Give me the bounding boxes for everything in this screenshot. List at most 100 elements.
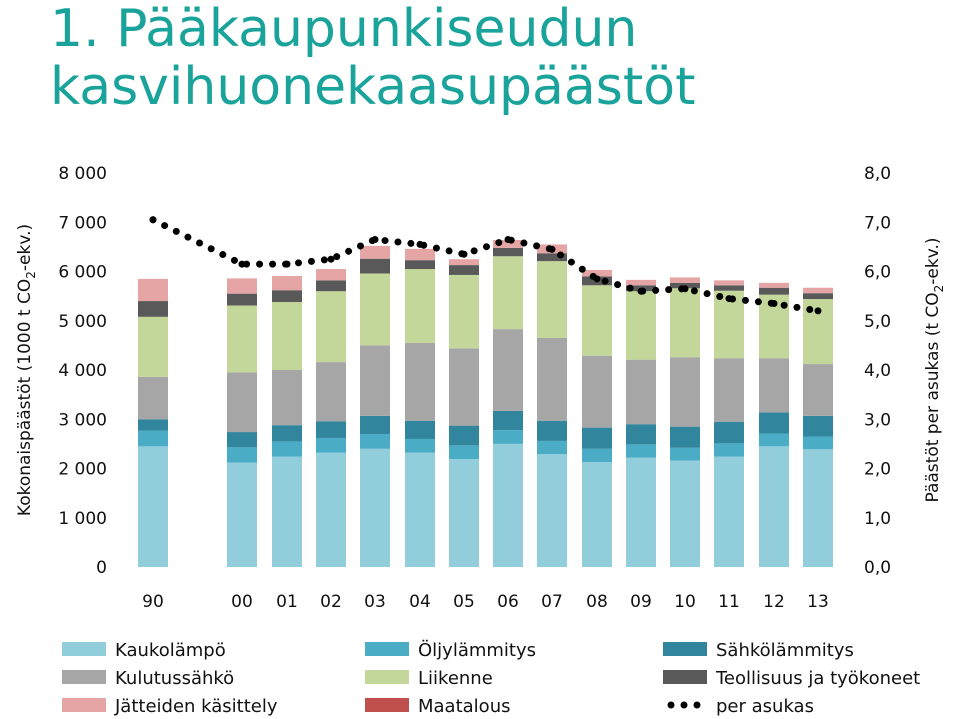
x-tick-label: 02 bbox=[320, 592, 342, 612]
per-asukas-point-00 bbox=[238, 260, 246, 268]
per-asukas-point-05 bbox=[460, 250, 468, 258]
left-tick-label: 1 000 bbox=[58, 509, 107, 529]
per-asukas-point-10 bbox=[681, 285, 689, 293]
bar-kaukolampo-06 bbox=[493, 443, 523, 567]
bar-oljylammitys-01 bbox=[272, 441, 302, 457]
bar-liikenne-07 bbox=[537, 261, 567, 338]
bar-teollisuus-ja-tyokoneet-13 bbox=[803, 293, 833, 300]
bar-jatteiden-kasittely-12 bbox=[759, 282, 789, 288]
bar-sahkolammitys-04 bbox=[405, 420, 435, 439]
left-tick-label: 3 000 bbox=[58, 410, 107, 430]
bar-teollisuus-ja-tyokoneet-11 bbox=[714, 285, 744, 291]
bar-jatteiden-kasittely-02 bbox=[316, 269, 346, 281]
x-tick-label: 01 bbox=[276, 592, 298, 612]
bar-teollisuus-ja-tyokoneet-03 bbox=[360, 258, 390, 274]
bar-liikenne-03 bbox=[360, 273, 390, 346]
x-tick-label: 06 bbox=[497, 592, 519, 612]
bar-oljylammitys-13 bbox=[803, 436, 833, 450]
x-tick-label: 00 bbox=[231, 592, 253, 612]
left-tick-label: 7 000 bbox=[58, 213, 107, 233]
bar-kulutussahko-13 bbox=[803, 364, 833, 416]
bar-kulutussahko-12 bbox=[759, 358, 789, 413]
legend-label-maatalous: Maatalous bbox=[418, 696, 510, 717]
legend-label-oljylammitys: Öljylämmitys bbox=[418, 639, 536, 661]
bar-liikenne-08 bbox=[582, 285, 612, 356]
bar-jatteiden-kasittely-13 bbox=[803, 287, 833, 294]
right-tick-label: 3,0 bbox=[864, 410, 891, 430]
right-axis-ticks: 0,0 1,0 2,0 3,0 4,0 5,0 6,0 7,0 8,0 bbox=[864, 164, 891, 578]
bar-oljylammitys-03 bbox=[360, 434, 390, 449]
x-tick-label: 13 bbox=[807, 592, 829, 612]
legend-label-kaukolampo: Kaukolämpö bbox=[115, 640, 226, 661]
x-tick-label: 09 bbox=[630, 592, 652, 612]
bar-jatteiden-kasittely-00 bbox=[227, 278, 257, 294]
bar-liikenne-00 bbox=[227, 305, 257, 373]
bar-kulutussahko-01 bbox=[272, 370, 302, 426]
right-tick-label: 0,0 bbox=[864, 558, 891, 578]
legend-label-teollisuus-ja-tyokoneet: Teollisuus ja työkoneet bbox=[715, 668, 920, 689]
bar-kulutussahko-09 bbox=[626, 359, 656, 425]
legend-swatch-teollisuus-ja-tyokoneet bbox=[663, 670, 707, 684]
bar-oljylammitys-02 bbox=[316, 437, 346, 453]
bar-teollisuus-ja-tyokoneet-90 bbox=[138, 301, 168, 317]
bar-kaukolampo-01 bbox=[272, 456, 302, 567]
legend-swatch-kaukolampo bbox=[62, 642, 106, 656]
bar-jatteiden-kasittely-03 bbox=[360, 245, 390, 259]
bar-teollisuus-ja-tyokoneet-07 bbox=[537, 253, 567, 262]
bar-kaukolampo-04 bbox=[405, 452, 435, 567]
legend-dot-per-asukas bbox=[680, 701, 688, 709]
bar-kaukolampo-12 bbox=[759, 446, 789, 567]
left-tick-label: 5 000 bbox=[58, 312, 107, 332]
bar-jatteiden-kasittely-04 bbox=[405, 248, 435, 261]
bar-sahkolammitys-10 bbox=[670, 426, 700, 448]
bar-jatteiden-kasittely-09 bbox=[626, 279, 656, 286]
left-axis-ticks: 0 1 000 2 000 3 000 4 000 5 000 6 000 7 000 8 00… bbox=[58, 164, 107, 578]
bar-jatteiden-kasittely-11 bbox=[714, 280, 744, 286]
legend-label-liikenne: Liikenne bbox=[418, 668, 493, 689]
bar-kulutussahko-06 bbox=[493, 329, 523, 411]
x-tick-label: 04 bbox=[409, 592, 431, 612]
bar-liikenne-90 bbox=[138, 316, 168, 377]
bar-sahkolammitys-09 bbox=[626, 424, 656, 445]
bar-kulutussahko-07 bbox=[537, 337, 567, 421]
bar-oljylammitys-07 bbox=[537, 440, 567, 455]
bar-sahkolammitys-00 bbox=[227, 432, 257, 448]
per-asukas-point-02 bbox=[327, 255, 335, 263]
bar-kulutussahko-11 bbox=[714, 358, 744, 422]
bar-liikenne-06 bbox=[493, 256, 523, 330]
per-asukas-point-11 bbox=[725, 295, 733, 303]
bar-oljylammitys-10 bbox=[670, 447, 700, 461]
legend-swatch-jatteiden-kasittely bbox=[62, 698, 106, 712]
per-capita-line-layer bbox=[149, 216, 822, 315]
bar-kulutussahko-03 bbox=[360, 345, 390, 416]
bar-kaukolampo-07 bbox=[537, 454, 567, 567]
bar-liikenne-05 bbox=[449, 274, 479, 349]
x-tick-label: 11 bbox=[718, 592, 740, 612]
bar-teollisuus-ja-tyokoneet-01 bbox=[272, 290, 302, 303]
right-tick-label: 1,0 bbox=[864, 509, 891, 529]
left-tick-label: 6 000 bbox=[58, 263, 107, 283]
right-tick-label: 2,0 bbox=[864, 460, 891, 480]
bar-oljylammitys-08 bbox=[582, 448, 612, 463]
bar-jatteiden-kasittely-08 bbox=[582, 270, 612, 277]
bar-kulutussahko-04 bbox=[405, 342, 435, 421]
bar-kaukolampo-08 bbox=[582, 462, 612, 567]
per-asukas-point-03 bbox=[371, 235, 379, 243]
legend-swatch-oljylammitys bbox=[365, 642, 409, 656]
bar-kulutussahko-08 bbox=[582, 355, 612, 428]
bar-oljylammitys-12 bbox=[759, 433, 789, 447]
left-tick-label: 4 000 bbox=[58, 361, 107, 381]
x-tick-label: 90 bbox=[142, 592, 164, 612]
right-tick-label: 7,0 bbox=[864, 213, 891, 233]
bar-sahkolammitys-08 bbox=[582, 427, 612, 449]
bar-oljylammitys-05 bbox=[449, 445, 479, 460]
right-tick-label: 8,0 bbox=[864, 164, 891, 184]
legend-swatch-liikenne bbox=[365, 670, 409, 684]
bar-jatteiden-kasittely-10 bbox=[670, 277, 700, 283]
bars-layer bbox=[138, 239, 833, 567]
bar-sahkolammitys-12 bbox=[759, 412, 789, 434]
bar-jatteiden-kasittely-05 bbox=[449, 259, 479, 266]
bar-sahkolammitys-03 bbox=[360, 415, 390, 435]
bar-kaukolampo-02 bbox=[316, 452, 346, 567]
